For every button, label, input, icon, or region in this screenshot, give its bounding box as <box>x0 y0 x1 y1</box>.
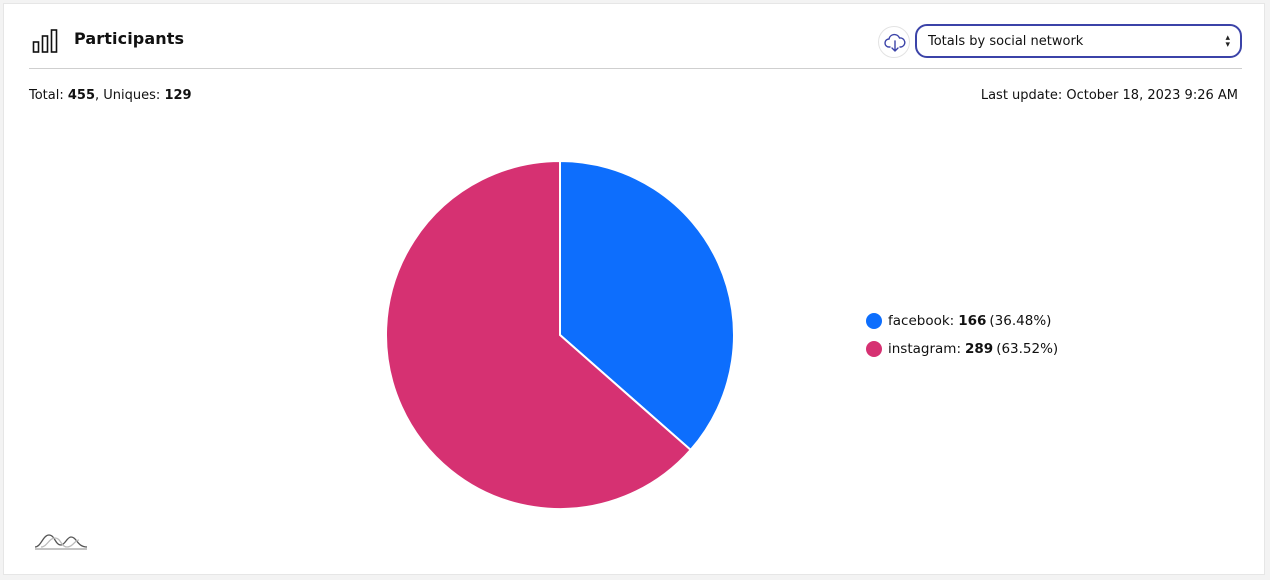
logo-wave-icon <box>33 531 89 555</box>
card-title: Participants <box>74 29 185 48</box>
legend-percent: (36.48%) <box>989 313 1052 329</box>
legend-percent: (63.52%) <box>996 341 1059 357</box>
select-updown-icon: ▴ ▾ <box>1225 33 1230 50</box>
download-button[interactable] <box>878 26 910 58</box>
pie-slice-instagram[interactable] <box>385 159 693 510</box>
legend-value: 289 <box>965 341 994 357</box>
legend-label: facebook: <box>888 313 955 329</box>
total-label: Total: <box>29 88 64 103</box>
uniques-label: Uniques: <box>103 88 161 103</box>
totals-summary: Total: 455, Uniques: 129 <box>29 88 192 103</box>
last-update: Last update: October 18, 2023 9:26 AM <box>980 88 1238 103</box>
cloud-download-icon <box>884 33 906 52</box>
total-value: 455 <box>67 88 96 103</box>
legend-text: instagram: 289 (63.52%) <box>888 341 1058 357</box>
card-header: Participants Totals by social network ▴ ▾ <box>29 24 1242 69</box>
bar-chart-icon <box>32 27 60 55</box>
chart-type-select[interactable]: Totals by social network ▴ ▾ <box>915 24 1242 58</box>
legend-swatch <box>866 341 882 357</box>
pie-slice-facebook[interactable] <box>559 159 735 452</box>
pie-chart <box>385 159 735 510</box>
legend-label: instagram: <box>888 341 961 357</box>
legend-text: facebook: 166 (36.48%) <box>888 313 1051 329</box>
legend-swatch <box>866 313 882 329</box>
legend-value: 166 <box>958 313 987 329</box>
chart-type-select-value: Totals by social network <box>928 34 1084 49</box>
participants-card: Participants Totals by social network ▴ ▾… <box>3 3 1265 575</box>
uniques-value: 129 <box>164 88 192 103</box>
